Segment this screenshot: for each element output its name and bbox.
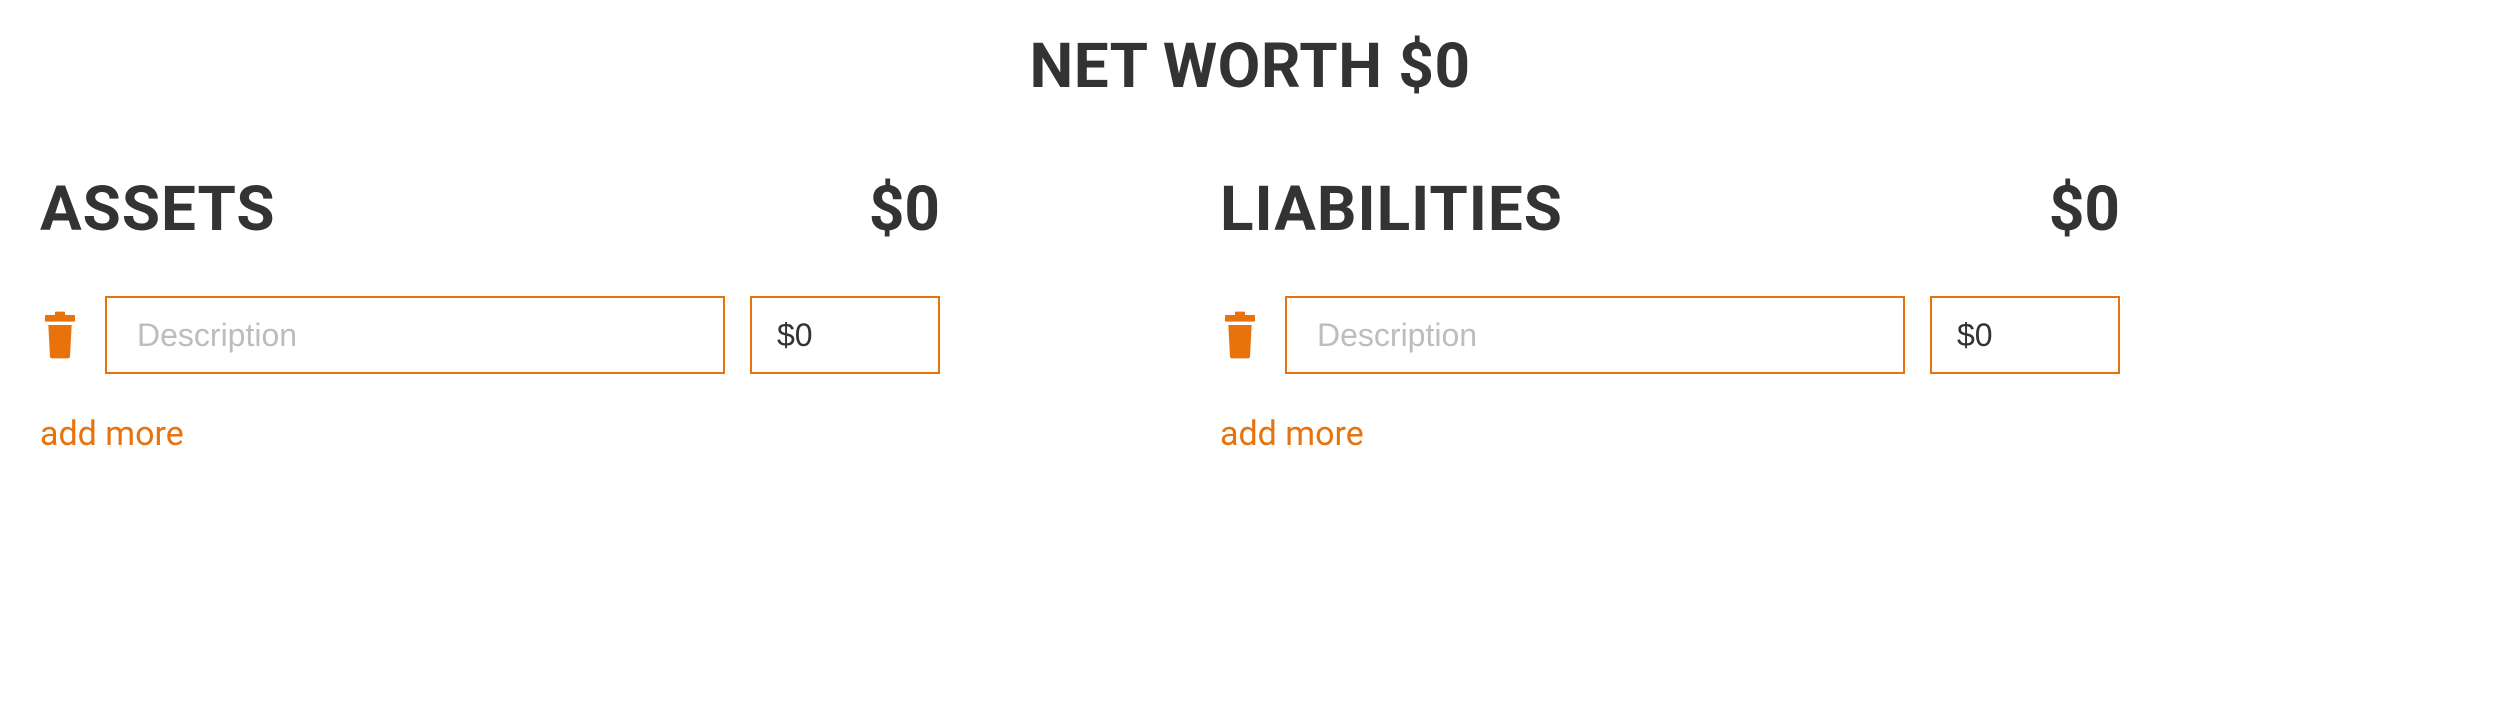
liability-amount-input[interactable] [1930, 296, 2120, 374]
assets-total: $0 [869, 173, 940, 246]
net-worth-title: NET WORTH $0 [40, 30, 2460, 103]
liabilities-column: LIABILITIES $0 add more [1220, 173, 2120, 454]
liabilities-header: LIABILITIES $0 [1220, 173, 2120, 246]
liability-row [1220, 296, 2120, 374]
columns-container: ASSETS $0 add more LIABILITIES $0 [40, 173, 2460, 454]
asset-description-input[interactable] [105, 296, 725, 374]
assets-add-more-link[interactable]: add more [40, 414, 940, 454]
liabilities-total: $0 [2049, 173, 2120, 246]
liability-description-input[interactable] [1285, 296, 1905, 374]
assets-column: ASSETS $0 add more [40, 173, 940, 454]
liabilities-title: LIABILITIES [1220, 173, 1563, 246]
assets-title: ASSETS [40, 173, 276, 246]
trash-icon[interactable] [1220, 311, 1260, 359]
assets-header: ASSETS $0 [40, 173, 940, 246]
asset-amount-input[interactable] [750, 296, 940, 374]
liabilities-add-more-link[interactable]: add more [1220, 414, 2120, 454]
trash-icon[interactable] [40, 311, 80, 359]
asset-row [40, 296, 940, 374]
